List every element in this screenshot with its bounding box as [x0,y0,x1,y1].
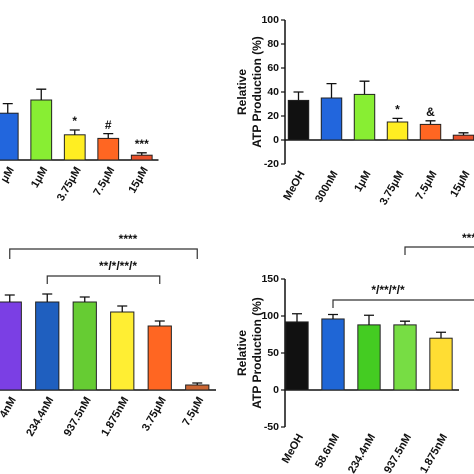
bar [0,301,22,391]
bar [97,137,120,161]
bar [353,93,376,141]
error-bar [328,313,338,319]
bracket [46,275,161,284]
error-bar [2,102,13,114]
error-bar [458,132,469,136]
x-tick-label: 15μM [448,169,472,199]
error-bar [103,132,114,139]
x-tick-label: 234.4nM [346,432,378,474]
y-tick-label: 20 [267,110,279,122]
x-tick-label: 7.5μM [414,169,440,202]
bracket [332,299,474,308]
bar [147,325,172,391]
bar [287,99,310,141]
error-bar [359,80,370,95]
bar [452,134,474,141]
error-bar [400,320,410,325]
error-bar [154,320,165,326]
significance-mark: * [72,114,77,128]
bar [35,301,60,391]
x-tick-label: 4nM [0,395,19,420]
x-tick-label: 3.75μM [140,395,169,433]
x-tick-label: 1.875nM [99,395,131,439]
significance-mark: *** [135,137,149,151]
error-bar [117,305,128,312]
bar [357,324,381,391]
bracket-label: **/*/**/* [99,259,137,273]
error-bar [425,120,436,125]
x-tick-label: 937.5nM [382,432,414,474]
y-tick-label: 50 [267,347,279,359]
x-tick-label: 234.4nM [24,395,56,439]
x-tick-label: 937.5nM [62,395,94,439]
y-tick-label: 100 [261,14,279,26]
bar [386,121,409,141]
error-bar [326,82,337,98]
y-tick-label: 40 [267,86,279,98]
bracket-label: **** [462,231,474,245]
bracket-label: **** [119,232,138,246]
bar [393,324,417,391]
y-tick-label: 100 [261,310,279,322]
x-tick-label: 58.6nM [313,432,342,470]
error-bar [4,294,15,302]
bracket-label: */**/*/* [371,283,405,297]
bar [0,112,19,161]
x-tick-label: 1.875nM [418,432,450,474]
error-bar [136,152,147,156]
x-tick-label: 15μM [126,165,150,195]
bar [320,97,343,141]
x-tick-label: 7.5μM [91,165,117,198]
x-tick-label: 7.5μM [180,395,206,428]
y-tick-label: 0 [273,384,279,396]
y-axis-label: Relative [235,69,249,115]
x-tick-label: MeOH [281,169,307,203]
significance-mark: & [426,105,435,119]
error-bar [42,293,53,302]
error-bar [292,313,302,322]
bar [130,154,153,161]
x-tick-label: 1μM [352,169,373,194]
x-tick-label: 300nM [313,169,341,205]
y-axis-label: Relative [235,330,249,376]
y-tick-label: -50 [264,421,279,433]
error-bar [69,129,80,135]
bar [321,318,345,391]
y-tick-label: 0 [273,134,279,146]
bar [185,384,210,391]
bracket [404,246,474,255]
error-bar [192,382,203,385]
error-bar [436,331,446,339]
error-bar [392,117,403,122]
error-bar [36,88,47,100]
x-tick-label: 3.75μM [378,169,407,207]
x-tick-label: MeOH [280,432,306,466]
error-bar [293,91,304,101]
x-tick-label: μM [0,165,17,185]
bar [30,99,53,161]
x-tick-label: 3.75μM [55,165,84,203]
y-tick-label: 60 [267,62,279,74]
x-tick-label: 1μM [29,165,50,190]
error-bar [364,314,374,325]
y-tick-label: 150 [261,273,279,285]
significance-mark: * [395,103,400,117]
bar [419,123,442,141]
y-axis-label: ATP Production (%) [250,297,264,409]
y-tick-label: -20 [264,158,279,170]
error-bar [79,296,90,302]
y-tick-label: 80 [267,38,279,50]
y-axis-label: ATP Production (%) [250,36,264,148]
significance-mark: # [105,118,112,132]
bar [110,311,135,391]
bar [63,134,86,161]
bracket [9,248,198,259]
bar [429,337,453,391]
bar [285,321,309,391]
bar [72,301,97,391]
